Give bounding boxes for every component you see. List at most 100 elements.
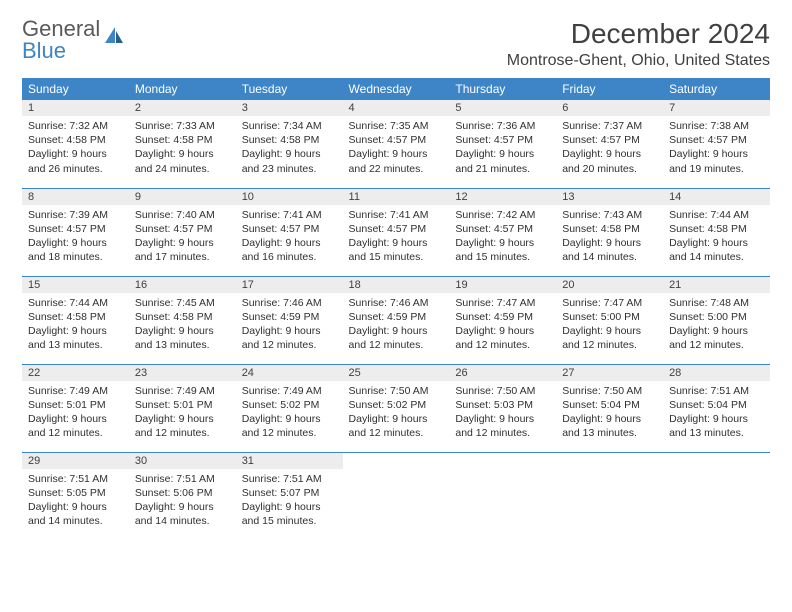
day-details: Sunrise: 7:39 AMSunset: 4:57 PMDaylight:…	[22, 208, 129, 265]
calendar-day: 16Sunrise: 7:45 AMSunset: 4:58 PMDayligh…	[129, 276, 236, 364]
day-sr: Sunrise: 7:50 AM	[562, 384, 657, 398]
day-details: Sunrise: 7:51 AMSunset: 5:06 PMDaylight:…	[129, 472, 236, 529]
day-number: 9	[129, 189, 236, 205]
day-d2: and 21 minutes.	[455, 162, 550, 176]
day-ss: Sunset: 4:58 PM	[135, 133, 230, 147]
header: General Blue December 2024 Montrose-Ghen…	[22, 18, 770, 70]
calendar-head: SundayMondayTuesdayWednesdayThursdayFrid…	[22, 78, 770, 100]
day-ss: Sunset: 4:58 PM	[28, 310, 123, 324]
day-d1: Daylight: 9 hours	[135, 324, 230, 338]
day-sr: Sunrise: 7:49 AM	[135, 384, 230, 398]
day-sr: Sunrise: 7:39 AM	[28, 208, 123, 222]
day-d1: Daylight: 9 hours	[455, 236, 550, 250]
day-ss: Sunset: 4:57 PM	[28, 222, 123, 236]
day-number: 3	[236, 100, 343, 116]
calendar-day: 15Sunrise: 7:44 AMSunset: 4:58 PMDayligh…	[22, 276, 129, 364]
day-details: Sunrise: 7:33 AMSunset: 4:58 PMDaylight:…	[129, 119, 236, 176]
day-d1: Daylight: 9 hours	[28, 147, 123, 161]
day-details: Sunrise: 7:37 AMSunset: 4:57 PMDaylight:…	[556, 119, 663, 176]
day-d2: and 12 minutes.	[135, 426, 230, 440]
day-ss: Sunset: 4:57 PM	[349, 133, 444, 147]
day-sr: Sunrise: 7:32 AM	[28, 119, 123, 133]
day-d1: Daylight: 9 hours	[28, 236, 123, 250]
day-sr: Sunrise: 7:44 AM	[28, 296, 123, 310]
day-sr: Sunrise: 7:35 AM	[349, 119, 444, 133]
day-number: 11	[343, 189, 450, 205]
day-d2: and 18 minutes.	[28, 250, 123, 264]
calendar-day: 6Sunrise: 7:37 AMSunset: 4:57 PMDaylight…	[556, 100, 663, 188]
day-number: 13	[556, 189, 663, 205]
day-d2: and 14 minutes.	[669, 250, 764, 264]
day-d2: and 12 minutes.	[669, 338, 764, 352]
calendar-day: 21 Sunrise: 7:48 AMSunset: 5:00 PMDayligh…	[663, 276, 770, 364]
day-details: Sunrise: 7:40 AMSunset: 4:57 PMDaylight:…	[129, 208, 236, 265]
day-details: Sunrise: 7:34 AMSunset: 4:58 PMDaylight:…	[236, 119, 343, 176]
day-sr: Sunrise: 7:34 AM	[242, 119, 337, 133]
day-number: 21	[663, 277, 770, 293]
day-sr: Sunrise: 7:33 AM	[135, 119, 230, 133]
weekday-header: Wednesday	[343, 78, 450, 100]
day-ss: Sunset: 4:58 PM	[669, 222, 764, 236]
calendar-week: 8Sunrise: 7:39 AMSunset: 4:57 PMDaylight…	[22, 188, 770, 276]
day-d1: Daylight: 9 hours	[28, 500, 123, 514]
day-d2: and 20 minutes.	[562, 162, 657, 176]
day-ss: Sunset: 4:57 PM	[562, 133, 657, 147]
day-ss: Sunset: 4:57 PM	[669, 133, 764, 147]
day-number: 18	[343, 277, 450, 293]
calendar-day: 3 Sunrise: 7:34 AMSunset: 4:58 PMDaylight…	[236, 100, 343, 188]
day-d1: Daylight: 9 hours	[28, 412, 123, 426]
day-ss: Sunset: 4:59 PM	[242, 310, 337, 324]
day-ss: Sunset: 5:02 PM	[349, 398, 444, 412]
day-details: Sunrise: 7:43 AMSunset: 4:58 PMDaylight:…	[556, 208, 663, 265]
calendar-day: 27 Sunrise: 7:50 AMSunset: 5:04 PMDayligh…	[556, 364, 663, 452]
day-number: 29	[22, 453, 129, 469]
day-number: 2	[129, 100, 236, 116]
day-details: Sunrise: 7:50 AMSunset: 5:02 PMDaylight:…	[343, 384, 450, 441]
day-d2: and 12 minutes.	[349, 338, 444, 352]
day-number: 19	[449, 277, 556, 293]
day-d2: and 14 minutes.	[562, 250, 657, 264]
day-sr: Sunrise: 7:38 AM	[669, 119, 764, 133]
day-number: 27	[556, 365, 663, 381]
day-sr: Sunrise: 7:46 AM	[349, 296, 444, 310]
day-d2: and 19 minutes.	[669, 162, 764, 176]
calendar-day: 11Sunrise: 7:41 AMSunset: 4:57 PMDayligh…	[343, 188, 450, 276]
logo-text: General Blue	[22, 18, 100, 62]
day-ss: Sunset: 4:57 PM	[135, 222, 230, 236]
day-number: 1	[22, 100, 129, 116]
day-sr: Sunrise: 7:51 AM	[28, 472, 123, 486]
calendar-day: 20Sunrise: 7:47 AMSunset: 5:00 PMDayligh…	[556, 276, 663, 364]
day-number: 12	[449, 189, 556, 205]
day-sr: Sunrise: 7:48 AM	[669, 296, 764, 310]
day-sr: Sunrise: 7:40 AM	[135, 208, 230, 222]
day-d1: Daylight: 9 hours	[562, 236, 657, 250]
day-number: 16	[129, 277, 236, 293]
day-d1: Daylight: 9 hours	[669, 147, 764, 161]
day-d2: and 12 minutes.	[455, 426, 550, 440]
day-ss: Sunset: 4:59 PM	[455, 310, 550, 324]
day-d1: Daylight: 9 hours	[455, 412, 550, 426]
day-number: 4	[343, 100, 450, 116]
calendar-day: 22Sunrise: 7:49 AMSunset: 5:01 PMDayligh…	[22, 364, 129, 452]
day-number: 5	[449, 100, 556, 116]
month-title: December 2024	[507, 18, 770, 50]
day-sr: Sunrise: 7:50 AM	[455, 384, 550, 398]
day-number: 26	[449, 365, 556, 381]
day-details: Sunrise: 7:49 AMSunset: 5:01 PMDaylight:…	[22, 384, 129, 441]
calendar-week: 15Sunrise: 7:44 AMSunset: 4:58 PMDayligh…	[22, 276, 770, 364]
day-ss: Sunset: 4:59 PM	[349, 310, 444, 324]
day-d2: and 15 minutes.	[242, 514, 337, 528]
day-d1: Daylight: 9 hours	[562, 412, 657, 426]
logo-sail-icon	[100, 29, 125, 51]
day-sr: Sunrise: 7:49 AM	[242, 384, 337, 398]
day-details: Sunrise: 7:48 AMSunset: 5:00 PMDaylight:…	[663, 296, 770, 353]
day-ss: Sunset: 5:01 PM	[28, 398, 123, 412]
day-number: 24	[236, 365, 343, 381]
calendar-day: 2 Sunrise: 7:33 AMSunset: 4:58 PMDaylight…	[129, 100, 236, 188]
day-details: Sunrise: 7:42 AMSunset: 4:57 PMDaylight:…	[449, 208, 556, 265]
day-number: 28	[663, 365, 770, 381]
calendar-day: 18Sunrise: 7:46 AMSunset: 4:59 PMDayligh…	[343, 276, 450, 364]
title-block: December 2024 Montrose-Ghent, Ohio, Unit…	[507, 18, 770, 70]
day-ss: Sunset: 4:57 PM	[242, 222, 337, 236]
day-ss: Sunset: 5:04 PM	[562, 398, 657, 412]
